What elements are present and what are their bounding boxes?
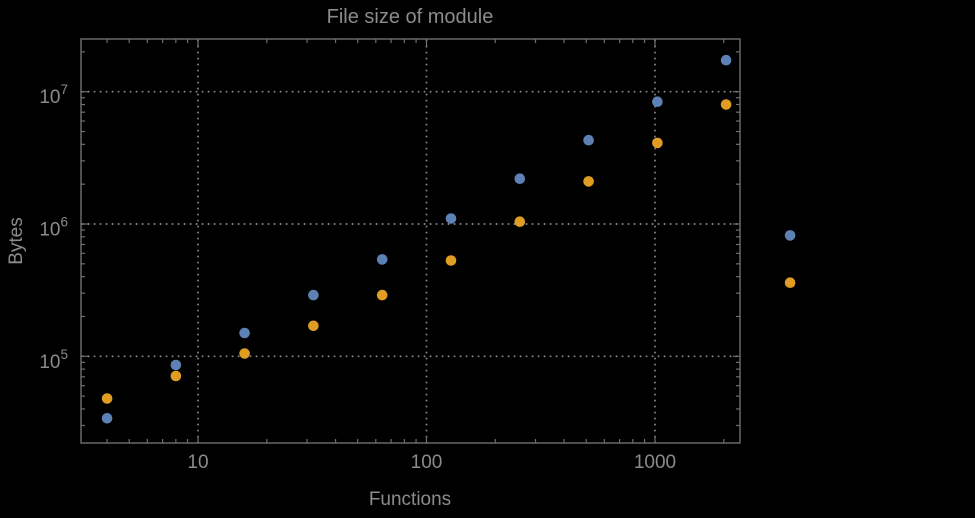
series-blue (101, 54, 796, 424)
plot-frame (80, 38, 741, 444)
axis-ticks (81, 39, 740, 443)
data-point-orange (445, 255, 457, 266)
data-point-blue (170, 359, 182, 371)
data-point-blue (652, 96, 663, 107)
x-tick-label-10: 10 (187, 452, 208, 473)
data-point-orange (376, 289, 388, 301)
data-point-blue (514, 173, 526, 184)
data-point-blue (376, 254, 388, 265)
data-point-orange (101, 393, 113, 404)
x-tick-label-1000: 1000 (634, 452, 676, 473)
data-point-blue (101, 413, 113, 424)
chart-title: File size of module (327, 6, 494, 28)
data-point-blue (445, 213, 457, 224)
x-tick-label-100: 100 (411, 452, 443, 473)
data-point-blue (784, 230, 796, 241)
data-point-orange (720, 99, 732, 110)
y-tick-label-1e5: 105 (39, 347, 68, 373)
data-point-orange (514, 216, 526, 227)
x-tick-labels: 10 100 1000 (187, 452, 676, 473)
y-tick-labels: 105 106 107 (39, 82, 68, 373)
data-point-orange (652, 137, 663, 149)
data-points (101, 54, 796, 424)
data-point-blue (583, 134, 594, 146)
data-point-orange (239, 348, 250, 359)
data-point-orange (784, 277, 796, 289)
x-axis-label: Functions (369, 489, 451, 510)
y-axis-label: Bytes (6, 217, 27, 265)
data-point-blue (308, 289, 319, 301)
gridlines (81, 39, 740, 443)
series-orange (101, 99, 796, 404)
y-tick-label-1e7: 107 (39, 82, 68, 108)
data-point-blue (720, 54, 732, 66)
data-point-blue (239, 327, 250, 339)
data-point-orange (583, 176, 594, 187)
data-point-orange (170, 370, 182, 382)
data-point-orange (308, 320, 319, 332)
y-tick-label-1e6: 106 (39, 215, 68, 241)
